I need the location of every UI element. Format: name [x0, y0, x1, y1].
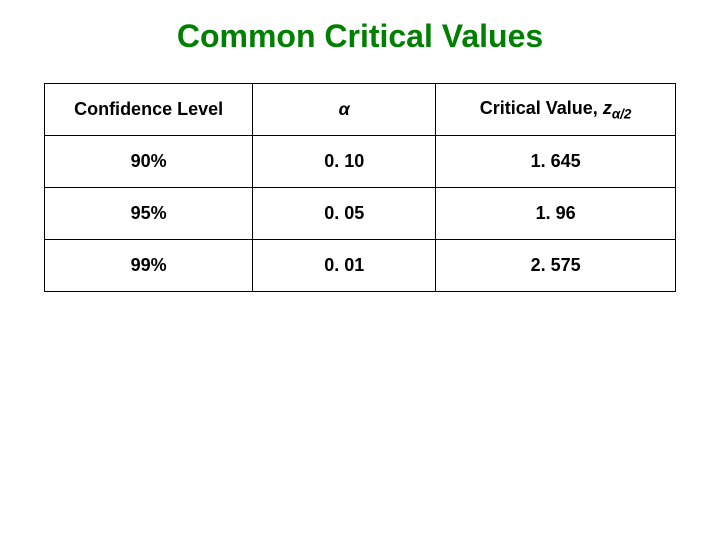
cell-confidence: 95% [45, 188, 253, 240]
alpha-symbol: α [339, 99, 350, 119]
cell-critical: 1. 645 [436, 136, 676, 188]
table-row: 99% 0. 01 2. 575 [45, 240, 676, 292]
cell-alpha: 0. 05 [253, 188, 436, 240]
table-container: Confidence Level α Critical Value, zα/2 … [0, 83, 720, 292]
header-confidence: Confidence Level [45, 84, 253, 136]
critical-prefix: Critical Value, [480, 98, 603, 118]
table-row: 90% 0. 10 1. 645 [45, 136, 676, 188]
cell-critical: 2. 575 [436, 240, 676, 292]
cell-critical: 1. 96 [436, 188, 676, 240]
critical-values-table: Confidence Level α Critical Value, zα/2 … [44, 83, 676, 292]
header-alpha: α [253, 84, 436, 136]
cell-confidence: 99% [45, 240, 253, 292]
page-title: Common Critical Values [0, 0, 720, 83]
table-header-row: Confidence Level α Critical Value, zα/2 [45, 84, 676, 136]
cell-confidence: 90% [45, 136, 253, 188]
table-row: 95% 0. 05 1. 96 [45, 188, 676, 240]
cell-alpha: 0. 10 [253, 136, 436, 188]
critical-z: z [603, 98, 612, 118]
cell-alpha: 0. 01 [253, 240, 436, 292]
header-critical: Critical Value, zα/2 [436, 84, 676, 136]
title-text: Common Critical Values [177, 18, 543, 54]
critical-sub: α/2 [612, 106, 632, 121]
